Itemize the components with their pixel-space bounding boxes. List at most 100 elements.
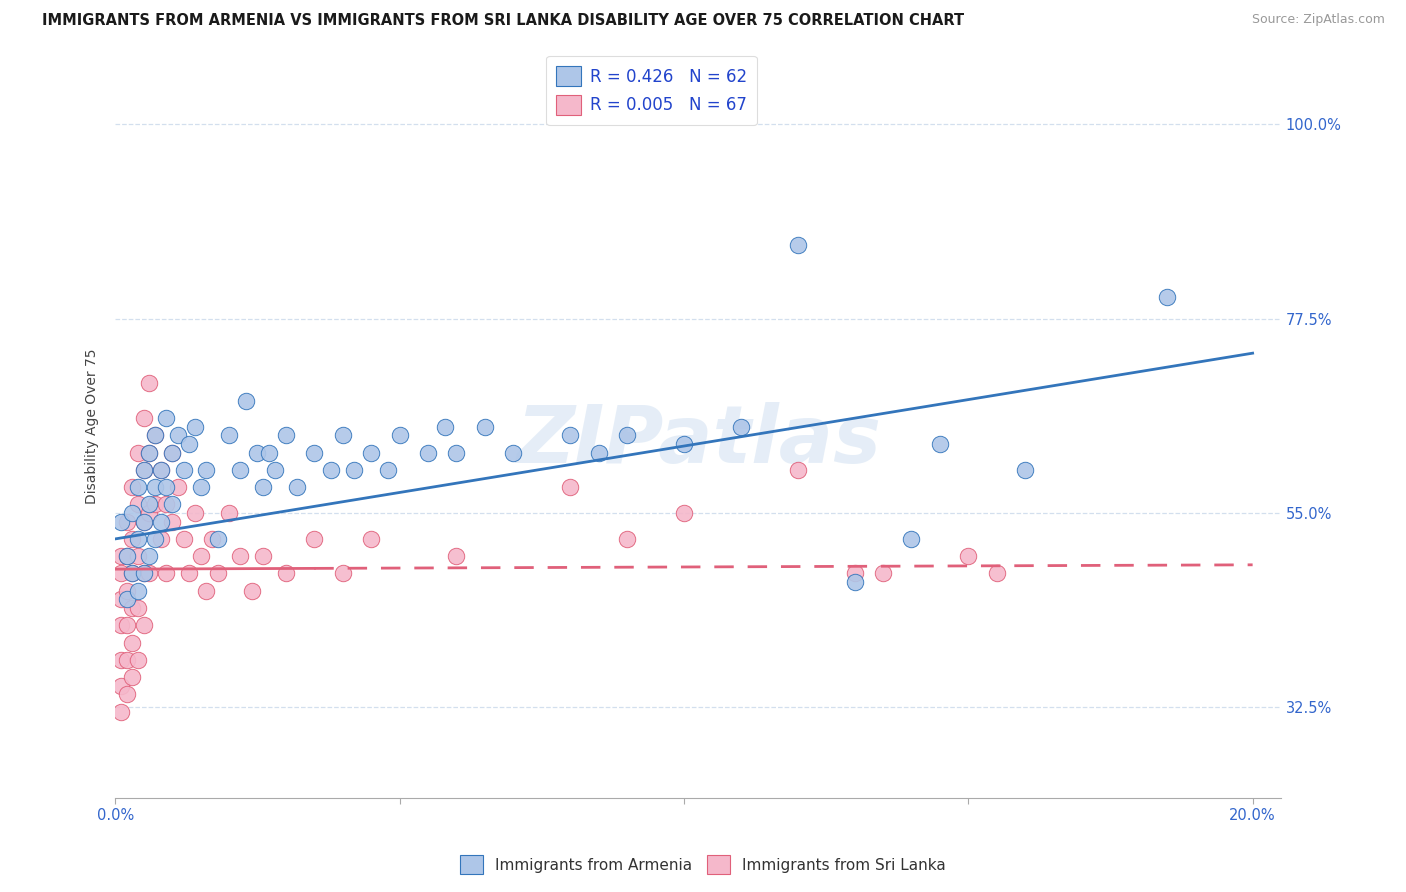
Point — [207, 532, 229, 546]
Point — [143, 497, 166, 511]
Point — [207, 566, 229, 581]
Point — [1014, 463, 1036, 477]
Point — [115, 592, 138, 607]
Point — [257, 445, 280, 459]
Point — [110, 618, 132, 632]
Point — [263, 463, 285, 477]
Point — [155, 411, 177, 425]
Point — [304, 532, 326, 546]
Point — [1156, 290, 1178, 304]
Point — [132, 566, 155, 581]
Point — [110, 653, 132, 667]
Point — [616, 532, 638, 546]
Point — [616, 428, 638, 442]
Point — [240, 583, 263, 598]
Point — [416, 445, 439, 459]
Point — [446, 549, 468, 564]
Point — [121, 635, 143, 649]
Point — [321, 463, 343, 477]
Point — [235, 393, 257, 408]
Point — [127, 601, 149, 615]
Point — [160, 497, 183, 511]
Point — [138, 445, 160, 459]
Point — [900, 532, 922, 546]
Point — [195, 463, 218, 477]
Point — [201, 532, 224, 546]
Point — [115, 653, 138, 667]
Point — [786, 463, 808, 477]
Point — [127, 497, 149, 511]
Point — [138, 376, 160, 391]
Point — [132, 515, 155, 529]
Point — [138, 497, 160, 511]
Point — [190, 480, 212, 494]
Point — [110, 679, 132, 693]
Point — [360, 445, 382, 459]
Point — [110, 566, 132, 581]
Point — [132, 411, 155, 425]
Point — [184, 506, 207, 520]
Point — [360, 532, 382, 546]
Point — [121, 670, 143, 684]
Point — [115, 549, 138, 564]
Point — [110, 592, 132, 607]
Point — [588, 445, 610, 459]
Point — [143, 428, 166, 442]
Point — [138, 506, 160, 520]
Point — [110, 549, 132, 564]
Point — [474, 419, 496, 434]
Point — [160, 445, 183, 459]
Point — [121, 532, 143, 546]
Point — [110, 515, 132, 529]
Point — [672, 506, 695, 520]
Point — [127, 532, 149, 546]
Point — [173, 532, 195, 546]
Point — [138, 549, 160, 564]
Legend: R = 0.426   N = 62, R = 0.005   N = 67: R = 0.426 N = 62, R = 0.005 N = 67 — [547, 56, 756, 125]
Point — [434, 419, 457, 434]
Point — [560, 480, 582, 494]
Point — [132, 463, 155, 477]
Point — [160, 445, 183, 459]
Point — [143, 480, 166, 494]
Point — [115, 583, 138, 598]
Point — [127, 445, 149, 459]
Point — [121, 506, 143, 520]
Point — [446, 445, 468, 459]
Point — [155, 497, 177, 511]
Point — [304, 445, 326, 459]
Point — [132, 463, 155, 477]
Point — [166, 428, 188, 442]
Point — [149, 532, 172, 546]
Point — [274, 428, 297, 442]
Point — [957, 549, 980, 564]
Point — [132, 618, 155, 632]
Point — [127, 653, 149, 667]
Point — [730, 419, 752, 434]
Point — [672, 437, 695, 451]
Point — [138, 566, 160, 581]
Point — [115, 618, 138, 632]
Point — [149, 463, 172, 477]
Point — [274, 566, 297, 581]
Point — [218, 428, 240, 442]
Point — [127, 480, 149, 494]
Point — [121, 601, 143, 615]
Point — [149, 515, 172, 529]
Point — [229, 463, 252, 477]
Point — [138, 445, 160, 459]
Point — [502, 445, 524, 459]
Point — [928, 437, 950, 451]
Point — [184, 419, 207, 434]
Point — [179, 566, 201, 581]
Point — [195, 583, 218, 598]
Point — [786, 238, 808, 252]
Point — [190, 549, 212, 564]
Point — [110, 705, 132, 719]
Point — [160, 515, 183, 529]
Point — [115, 687, 138, 701]
Point — [121, 480, 143, 494]
Point — [377, 463, 399, 477]
Point — [388, 428, 411, 442]
Y-axis label: Disability Age Over 75: Disability Age Over 75 — [86, 349, 100, 504]
